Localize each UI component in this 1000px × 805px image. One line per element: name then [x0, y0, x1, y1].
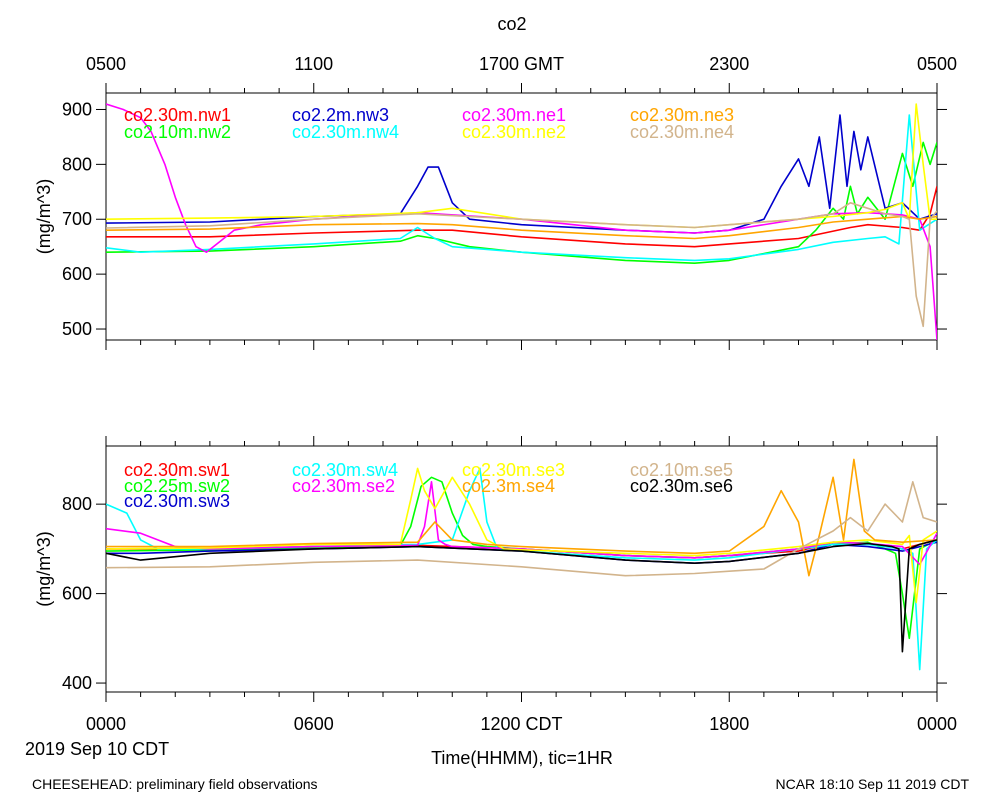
legend-co2.30m.se6: co2.30m.se6 — [630, 476, 733, 496]
series-line-co2.10m.nw2 — [106, 141, 937, 265]
legend-co2.10m.se5: co2.10m.se5 — [630, 460, 733, 480]
legend-co2.10m.nw2: co2.10m.nw2 — [124, 122, 231, 142]
bottom-y-axis-label: (mg/m^3) — [34, 531, 54, 606]
date-label: 2019 Sep 10 CDT — [25, 739, 169, 759]
bottom-axis-tick-label: 1200 CDT — [480, 714, 562, 734]
series-line-co2.30m.sw4 — [106, 467, 937, 671]
bottom-axis-tick-label: 0000 — [917, 714, 957, 734]
top-y-tick-label: 700 — [62, 209, 92, 229]
series-line-co2.10m.se5 — [106, 480, 937, 577]
legend-co2.30m.ne2: co2.30m.ne2 — [462, 122, 566, 142]
series-line-co2.25m.sw2 — [106, 476, 937, 640]
legend-co2.30m.ne1: co2.30m.ne1 — [462, 105, 566, 125]
legend-co2.30m.se2: co2.30m.se2 — [292, 476, 395, 496]
top-axis-tick-label: 1700 GMT — [479, 54, 564, 74]
top-series-group — [106, 103, 937, 340]
legend-co2.30m.se3: co2.30m.se3 — [462, 460, 565, 480]
legend-co2.30m.nw4: co2.30m.nw4 — [292, 122, 399, 142]
top-axis-tick-label: 0500 — [86, 54, 126, 74]
x-axis-label: Time(HHMM), tic=1HR — [431, 748, 613, 768]
series-line-co2.30m.nw1 — [106, 186, 937, 248]
legend-co2.30m.sw4: co2.30m.sw4 — [292, 460, 398, 480]
series-line-co2.30m.se6 — [106, 539, 937, 653]
bottom-series-group — [106, 458, 937, 671]
legend-co2.2m.nw3: co2.2m.nw3 — [292, 105, 389, 125]
bottom-axis-tick-label: 0000 — [86, 714, 126, 734]
top-y-tick-label: 500 — [62, 319, 92, 339]
legend-co2.25m.sw2: co2.25m.sw2 — [124, 476, 230, 496]
series-line-co2.30m.se2 — [106, 480, 937, 566]
top-axis-tick-label: 2300 — [709, 54, 749, 74]
legend-co2.30m.sw3: co2.30m.sw3 — [124, 491, 230, 511]
footer-right: NCAR 18:10 Sep 11 2019 CDT — [775, 776, 969, 792]
legend-co2.30m.ne3: co2.30m.ne3 — [630, 105, 734, 125]
bottom-y-tick-label: 600 — [62, 584, 92, 604]
legend-co2.30m.sw1: co2.30m.sw1 — [124, 460, 230, 480]
bottom-axis-tick-label: 1800 — [709, 714, 749, 734]
top-axis-tick-label: 1100 — [294, 54, 333, 74]
bottom-axis-tick-label: 0600 — [294, 714, 334, 734]
panel-bottom: 400600800(mg/m^3)co2.30m.sw1co2.25m.sw2c… — [34, 436, 947, 702]
series-line-co2.2m.nw3 — [106, 114, 937, 234]
legend-co2.30m.ne4: co2.30m.ne4 — [630, 122, 734, 142]
bottom-axis-labels: 0000 0600 1200 CDT 1800 0000 — [86, 714, 957, 734]
legend-co2.30m.nw1: co2.30m.nw1 — [124, 105, 231, 125]
series-line-co2.30m.ne3 — [106, 215, 937, 240]
bottom-y-tick-label: 800 — [62, 494, 92, 514]
chart-title: co2 — [497, 14, 526, 34]
top-y-tick-label: 600 — [62, 264, 92, 284]
top-y-axis-label: (mg/m^3) — [34, 179, 54, 254]
series-line-co2.3m.se4 — [106, 458, 937, 577]
legend-co2.3m.se4: co2.3m.se4 — [462, 476, 555, 496]
top-axis-labels: 0500 1100 1700 GMT 2300 0500 — [86, 54, 957, 74]
panel-top: 500 600 700 800 900 (mg/m^3) co2.30m.nw1co2.10… — [34, 83, 947, 350]
series-line-co2.30m.nw4 — [106, 114, 937, 262]
series-line-co2.30m.ne4 — [106, 202, 937, 328]
bottom-y-tick-label: 400 — [62, 673, 92, 693]
footer-left: CHEESEHEAD: preliminary field observatio… — [32, 776, 318, 792]
top-axis-tick-label: 0500 — [917, 54, 957, 74]
top-y-tick-label: 800 — [62, 154, 92, 174]
top-y-tick-label: 900 — [62, 99, 92, 119]
